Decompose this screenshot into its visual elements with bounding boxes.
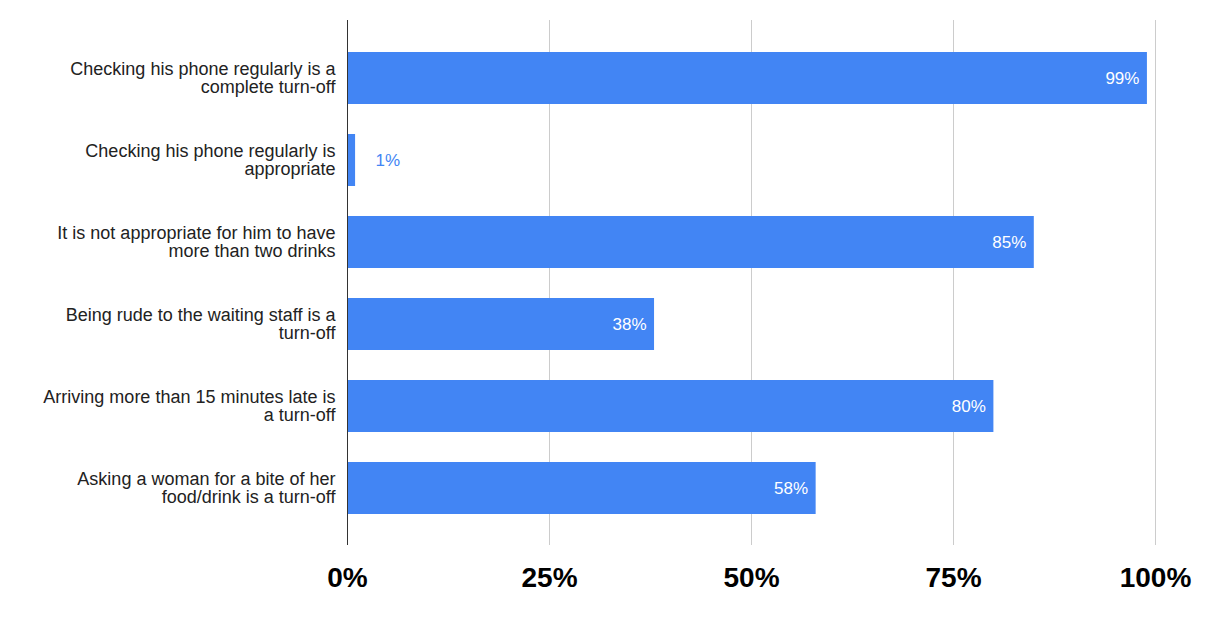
svg-text:25%: 25% <box>521 562 577 593</box>
svg-text:Checking his phone regularly i: Checking his phone regularly isappropria… <box>85 141 335 179</box>
svg-text:58%: 58% <box>774 479 808 498</box>
svg-text:50%: 50% <box>723 562 779 593</box>
svg-text:1%: 1% <box>376 151 401 170</box>
svg-text:Arriving more than 15 minutes: Arriving more than 15 minutes late isa t… <box>43 387 336 425</box>
svg-text:It is not appropriate for him: It is not appropriate for him to havemor… <box>57 223 335 261</box>
svg-text:80%: 80% <box>952 397 986 416</box>
svg-text:Checking his phone regularly i: Checking his phone regularly is acomplet… <box>70 59 336 97</box>
svg-text:75%: 75% <box>925 562 981 593</box>
svg-text:Asking a woman for a bite of h: Asking a woman for a bite of herfood/dri… <box>77 469 336 507</box>
svg-text:99%: 99% <box>1105 69 1139 88</box>
svg-text:38%: 38% <box>613 315 647 334</box>
svg-text:85%: 85% <box>992 233 1026 252</box>
svg-text:0%: 0% <box>327 562 368 593</box>
svg-text:100%: 100% <box>1120 562 1192 593</box>
svg-text:Being rude to the waiting staf: Being rude to the waiting staff is aturn… <box>66 305 337 343</box>
